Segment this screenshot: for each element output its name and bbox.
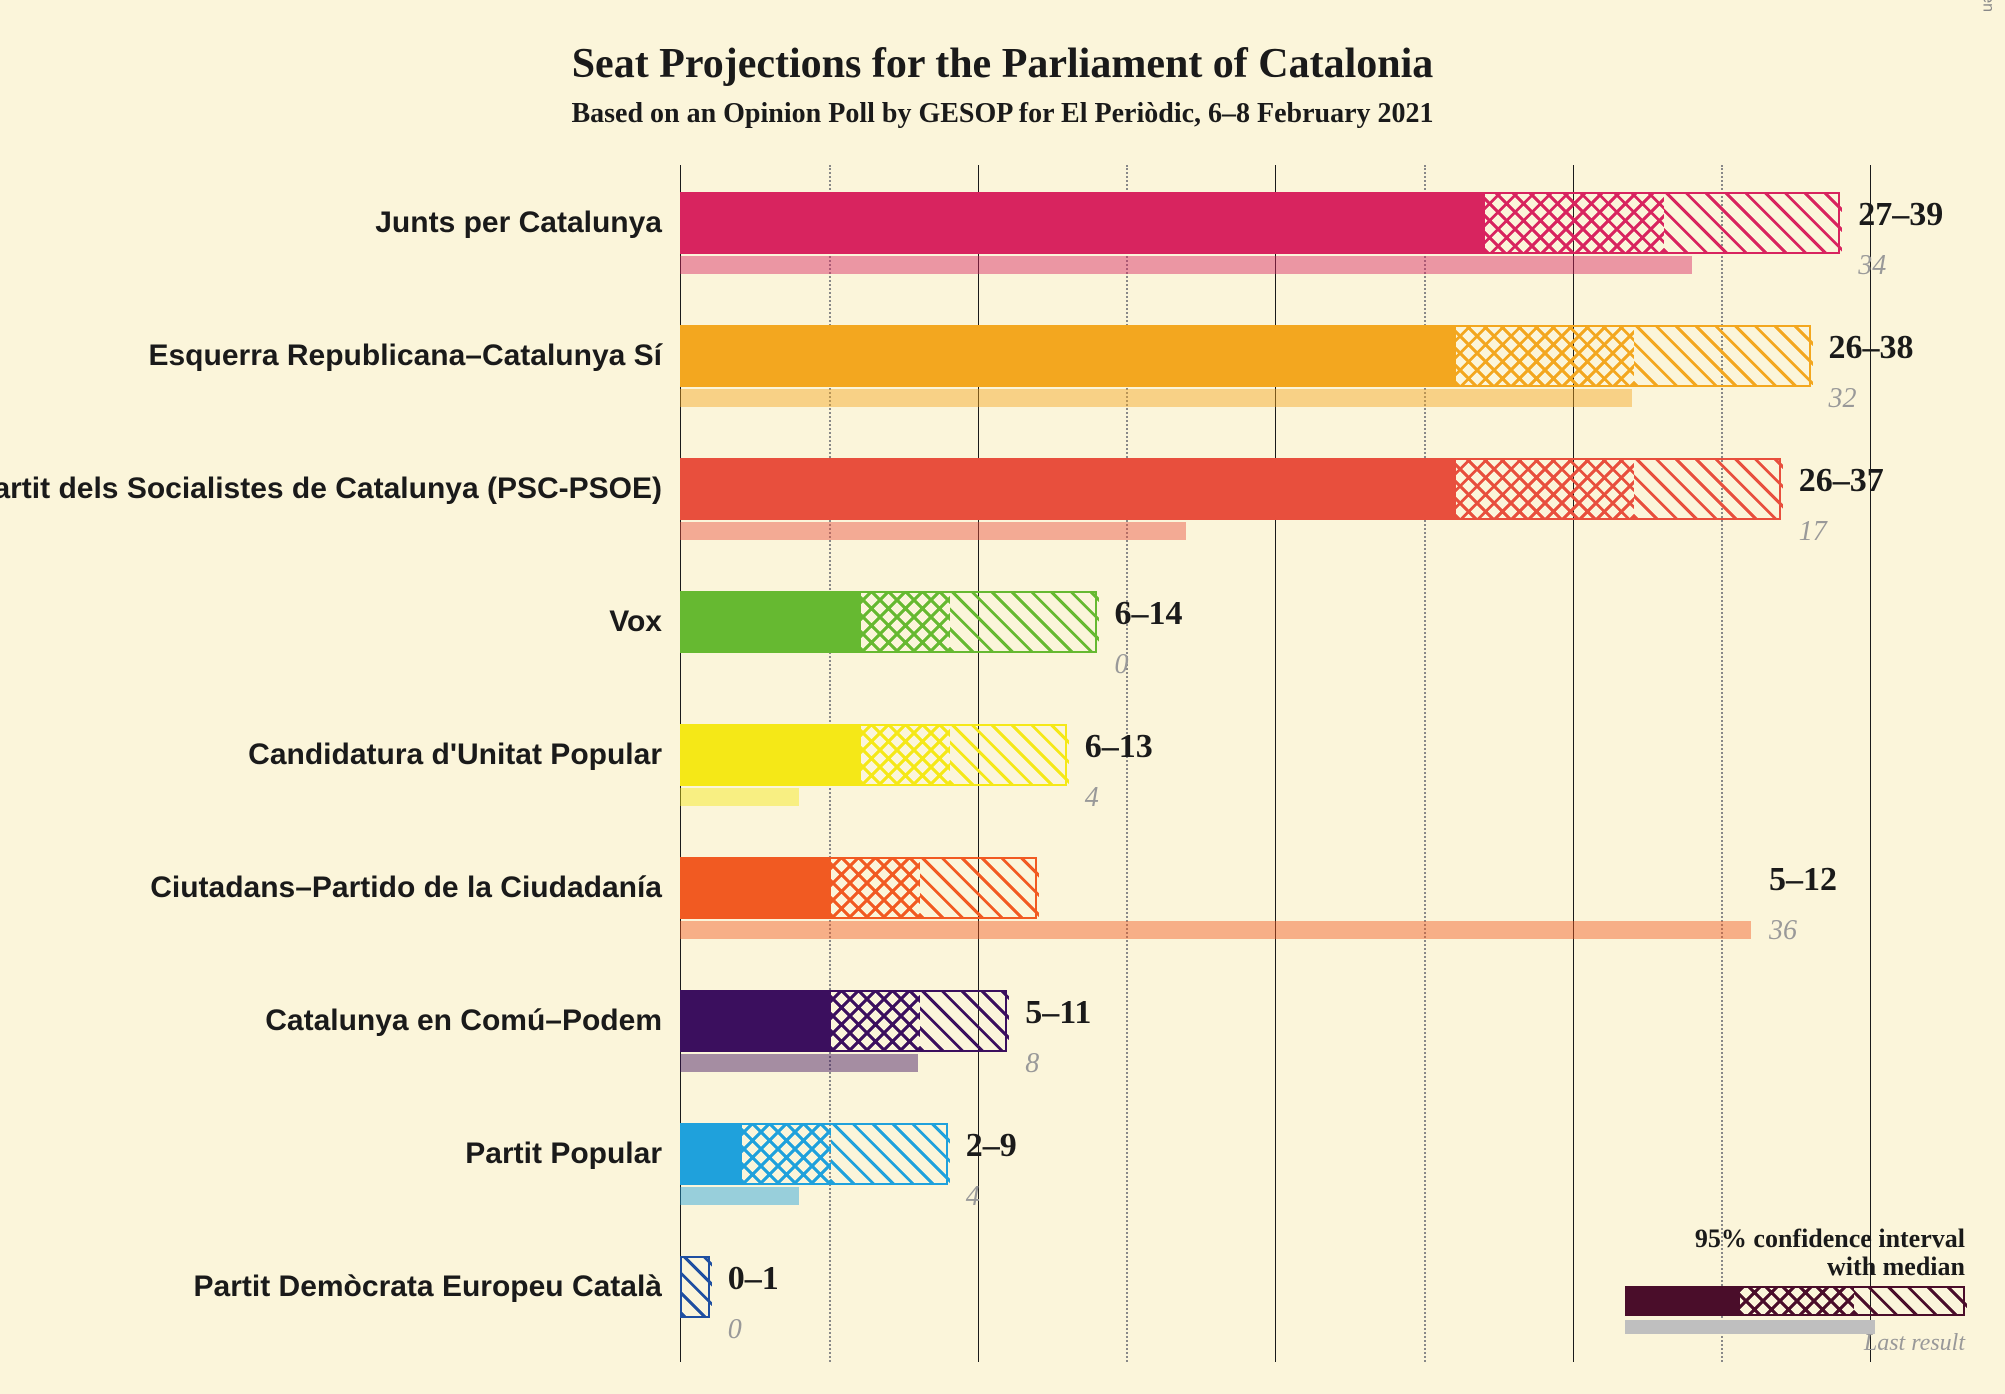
last-result-label: 8 (1025, 1048, 1039, 1080)
range-label: 2–9 (966, 1127, 1017, 1165)
legend-last-bar (1625, 1320, 1875, 1334)
last-result-label: 4 (966, 1181, 980, 1213)
party-row: Ciutadans–Partido de la Ciudadanía5–1236 (680, 830, 1870, 963)
projection-bar (680, 458, 1781, 520)
party-label: Partit Demòcrata Europeu Català (194, 1270, 662, 1304)
last-result-bar (680, 1054, 918, 1072)
bar-segment-cross (831, 992, 920, 1050)
projection-bar (680, 1256, 710, 1318)
bar-segment-solid (682, 859, 831, 917)
party-row: Candidatura d'Unitat Popular6–134 (680, 697, 1870, 830)
bar-segment-solid (682, 1125, 742, 1183)
legend-last-label: Last result (1864, 1330, 1965, 1357)
bar-segment-solid (682, 194, 1485, 252)
projection-bar (680, 591, 1097, 653)
legend-ci-label: 95% confidence interval (1695, 1224, 1965, 1254)
bar-segment-hatch (920, 859, 1039, 917)
party-row: Partit dels Socialistes de Catalunya (PS… (680, 431, 1870, 564)
party-row: Partit Popular2–94 (680, 1096, 1870, 1229)
party-row: Junts per Catalunya27–3934 (680, 165, 1870, 298)
bar-segment-hatch (920, 992, 1009, 1050)
bar-segment-solid (682, 327, 1456, 385)
bar-segment-hatch (950, 593, 1099, 651)
party-label: Junts per Catalunya (375, 206, 662, 240)
range-label: 5–11 (1025, 994, 1091, 1032)
bar-segment-solid (682, 460, 1456, 518)
party-label: Ciutadans–Partido de la Ciudadanía (150, 871, 662, 905)
bar-segment-hatch (1634, 460, 1783, 518)
party-row: Esquerra Republicana–Catalunya Sí26–3832 (680, 298, 1870, 431)
range-label: 6–13 (1085, 728, 1153, 766)
party-label: Vox (609, 605, 662, 639)
last-result-label: 32 (1829, 383, 1857, 415)
bar-segment-cross (1456, 327, 1635, 385)
bar-segment-cross (1485, 194, 1664, 252)
range-label: 0–1 (728, 1260, 779, 1298)
last-result-bar (680, 389, 1632, 407)
range-label: 27–39 (1858, 196, 1943, 234)
last-result-label: 4 (1085, 782, 1099, 814)
bar-segment-cross (742, 1125, 831, 1183)
projection-bar (680, 857, 1037, 919)
party-label: Catalunya en Comú–Podem (265, 1004, 662, 1038)
projection-bar (680, 990, 1007, 1052)
party-label: Candidatura d'Unitat Popular (248, 738, 662, 772)
projection-bar (680, 724, 1067, 786)
party-row: Catalunya en Comú–Podem5–118 (680, 963, 1870, 1096)
last-result-label: 17 (1799, 516, 1827, 548)
bar-segment-solid (682, 992, 831, 1050)
bar-segment-cross (861, 593, 950, 651)
legend-median-label: with median (1827, 1252, 1965, 1282)
bar-segment-cross (861, 726, 950, 784)
last-result-label: 36 (1769, 915, 1797, 947)
legend: 95% confidence intervalwith median Last r… (1625, 1224, 1965, 1354)
last-result-bar (680, 522, 1186, 540)
party-label: Partit dels Socialistes de Catalunya (PS… (0, 472, 662, 506)
bar-segment-cross (1456, 460, 1635, 518)
copyright-text: © 2021 Filip van Laenen (1979, 0, 1997, 12)
chart-area: Junts per Catalunya27–3934Esquerra Repub… (680, 165, 1870, 1362)
bar-segment-hatch (950, 726, 1069, 784)
last-result-bar (680, 256, 1692, 274)
last-result-label: 0 (1115, 649, 1129, 681)
bar-segment-solid (682, 593, 861, 651)
range-label: 6–14 (1115, 595, 1183, 633)
party-label: Esquerra Republicana–Catalunya Sí (148, 339, 662, 373)
last-result-bar (680, 1187, 799, 1205)
last-result-label: 0 (728, 1314, 742, 1346)
range-label: 26–38 (1829, 329, 1914, 367)
range-label: 5–12 (1769, 861, 1837, 899)
bar-segment-solid (682, 726, 861, 784)
bar-segment-hatch (831, 1125, 950, 1183)
party-label: Partit Popular (465, 1137, 662, 1171)
bar-segment-hatch (1664, 194, 1843, 252)
bar-segment-hatch (682, 1258, 712, 1316)
legend-bar (1625, 1286, 1965, 1316)
last-result-label: 34 (1858, 250, 1886, 282)
bar-segment-hatch (1634, 327, 1813, 385)
chart-title: Seat Projections for the Parliament of C… (0, 0, 2005, 88)
projection-bar (680, 1123, 948, 1185)
projection-bar (680, 325, 1811, 387)
party-row: Vox6–140 (680, 564, 1870, 697)
last-result-bar (680, 921, 1751, 939)
projection-bar (680, 192, 1840, 254)
chart-subtitle: Based on an Opinion Poll by GESOP for El… (0, 88, 2005, 130)
bar-segment-cross (831, 859, 920, 917)
range-label: 26–37 (1799, 462, 1884, 500)
last-result-bar (680, 788, 799, 806)
